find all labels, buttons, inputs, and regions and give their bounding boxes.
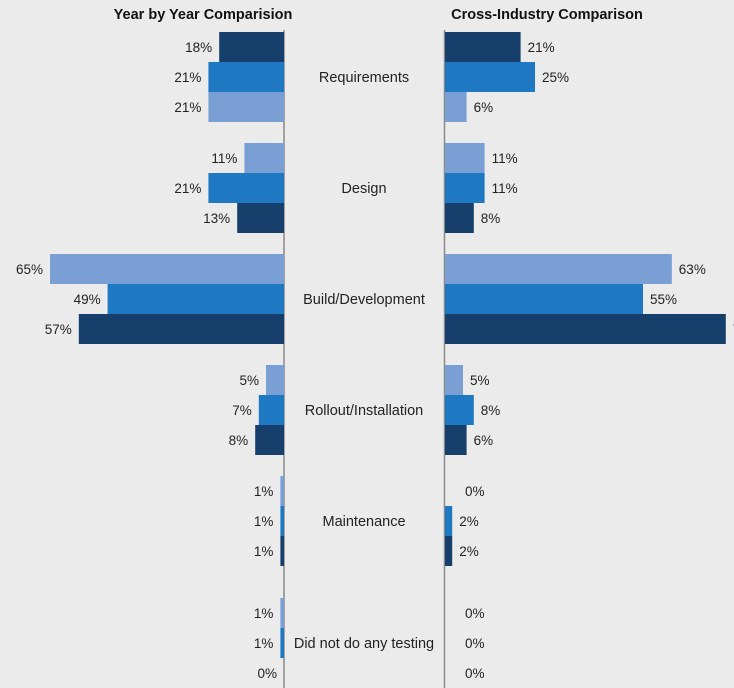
right-bar-value-label: 78% (733, 322, 734, 337)
right-bar (445, 254, 672, 284)
left-bar (280, 536, 284, 566)
left-chart-title: Year by Year Comparision (114, 7, 293, 23)
category-label: Design (341, 181, 386, 197)
right-bar-value-label: 2% (459, 544, 479, 559)
category-label: Did not do any testing (294, 636, 434, 652)
left-bar-value-label: 13% (203, 211, 230, 226)
category-label: Requirements (319, 70, 409, 86)
left-bar-value-label: 7% (232, 403, 252, 418)
right-bar (445, 92, 467, 122)
right-bar-value-label: 0% (465, 606, 485, 621)
left-bar-value-label: 1% (254, 514, 274, 529)
right-bar-value-label: 6% (474, 100, 494, 115)
left-bar (237, 203, 284, 233)
right-bar-value-label: 2% (459, 514, 479, 529)
right-bar-value-label: 0% (465, 636, 485, 651)
right-bar-value-label: 0% (465, 484, 485, 499)
left-bar-value-label: 11% (211, 151, 237, 166)
right-bar-value-label: 8% (481, 403, 501, 418)
category-label: Build/Development (303, 292, 425, 308)
right-bar (445, 536, 453, 566)
right-bar (445, 284, 643, 314)
left-bar (280, 476, 284, 506)
left-bar-value-label: 18% (185, 40, 212, 55)
left-bar (255, 425, 284, 455)
category-labels: Requirements Design Build/Development Rollo… (294, 70, 434, 652)
left-bar (78, 314, 284, 344)
left-bar-value-label: 0% (257, 666, 277, 681)
left-bar-value-label: 49% (74, 292, 101, 307)
left-bar-value-label: 8% (229, 433, 249, 448)
left-bar-value-label: 1% (254, 606, 274, 621)
left-bar-value-label: 21% (174, 100, 201, 115)
right-bar-value-label: 11% (492, 151, 518, 166)
left-bar (208, 92, 284, 122)
left-bar-value-label: 1% (254, 636, 274, 651)
right-chart-title: Cross-Industry Comparison (451, 7, 643, 23)
right-bar (445, 425, 467, 455)
left-bar (280, 628, 284, 658)
right-bar (445, 395, 474, 425)
right-bar (445, 173, 485, 203)
right-bar (445, 314, 726, 344)
right-bar (445, 365, 463, 395)
right-bar-value-label: 55% (650, 292, 677, 307)
left-bar-value-label: 21% (174, 181, 201, 196)
right-bar-value-label: 6% (474, 433, 494, 448)
right-bar (445, 143, 485, 173)
left-bar-group: 18%21%21%11%21%13%65%49%57%5%7%8%1%1%1%1… (16, 32, 284, 681)
left-bar-value-label: 5% (239, 373, 259, 388)
left-bar (219, 32, 284, 62)
left-bar (266, 365, 284, 395)
left-bar-value-label: 1% (254, 484, 274, 499)
category-label: Maintenance (322, 514, 405, 530)
right-bar-value-label: 8% (481, 211, 501, 226)
left-bar-value-label: 21% (174, 70, 201, 85)
right-bar-value-label: 21% (528, 40, 555, 55)
left-bar (258, 395, 284, 425)
right-bar-value-label: 63% (679, 262, 706, 277)
left-bar-value-label: 65% (16, 262, 43, 277)
left-bar (50, 254, 284, 284)
right-bar-value-label: 0% (465, 666, 485, 681)
right-bar-value-label: 25% (542, 70, 569, 85)
left-bar (208, 62, 284, 92)
left-bar (244, 143, 284, 173)
left-bar (208, 173, 284, 203)
right-bar (445, 506, 453, 536)
left-bar-value-label: 1% (254, 544, 274, 559)
left-bar-value-label: 57% (45, 322, 72, 337)
right-bar-group: 21% 25% 6% 11% 11% 8% 63%55% 78% 5% 8% 6% 0% 2% 2% 0% 0… (445, 32, 734, 681)
left-bar (280, 506, 284, 536)
left-bar (280, 598, 284, 628)
right-bar (445, 203, 474, 233)
right-bar (445, 62, 535, 92)
right-bar (445, 32, 521, 62)
right-bar-value-label: 5% (470, 373, 490, 388)
right-bar-value-label: 11% (492, 181, 518, 196)
category-label: Rollout/Installation (305, 403, 424, 419)
left-bar (107, 284, 284, 314)
